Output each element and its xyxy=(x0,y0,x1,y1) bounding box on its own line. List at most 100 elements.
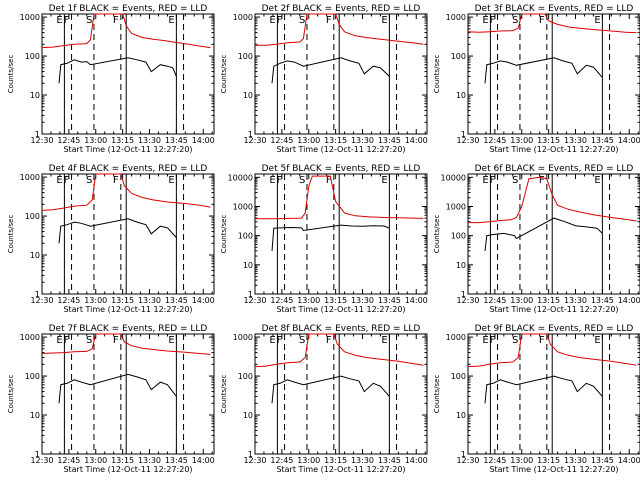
y-tick-label: 100 xyxy=(25,372,40,381)
detector-panel: Det 2f BLACK = Events, RED = LLD 1 10 100 10… xyxy=(220,4,428,154)
events-series-line xyxy=(58,218,177,244)
x-tick-label: 12:45 xyxy=(57,456,80,465)
x-tick-label: 13:45 xyxy=(165,456,188,465)
x-tick-label: 13:15 xyxy=(111,296,134,305)
y-tick-label: 1 xyxy=(35,290,40,299)
marker-label: E xyxy=(381,15,387,26)
marker-label: E xyxy=(594,15,600,26)
events-series-line xyxy=(484,217,603,251)
y-tick-label: 100 xyxy=(238,232,253,241)
x-tick-label: 12:30 xyxy=(30,456,53,465)
x-axis-label: Start Time (12-Oct-11 12:27:20) xyxy=(63,465,192,474)
detector-panel: Det 1f BLACK = Events, RED = LLD 1 10 100 10… xyxy=(7,4,215,154)
x-tick-label: 13:45 xyxy=(165,136,188,145)
x-tick-label: 12:30 xyxy=(456,296,479,305)
marker-label: E xyxy=(56,335,62,346)
marker-label: S xyxy=(86,335,92,346)
y-axis-label: Counts/sec xyxy=(7,375,15,414)
x-tick-label: 13:45 xyxy=(591,296,614,305)
y-axis-label: Counts/sec xyxy=(7,215,15,254)
y-tick-label: 100 xyxy=(451,232,466,241)
marker-label: F xyxy=(490,335,496,346)
x-tick-label: 13:15 xyxy=(324,296,347,305)
lld-series-line xyxy=(255,13,424,46)
y-axis-label: Counts/sec xyxy=(220,55,228,94)
y-tick-label: 1000 xyxy=(233,13,253,22)
y-tick-label: 1 xyxy=(248,290,253,299)
panel-title: Det 3f BLACK = Events, RED = LLD xyxy=(475,4,634,14)
marker-label: S xyxy=(299,175,305,186)
events-series-line xyxy=(271,224,390,251)
marker-label: F xyxy=(113,175,119,186)
x-tick-label: 13:45 xyxy=(378,136,401,145)
panel-title: Det 8f BLACK = Events, RED = LLD xyxy=(262,324,421,334)
marker-label: E xyxy=(168,335,174,346)
marker-label: F xyxy=(64,175,70,186)
y-tick-label: 1000 xyxy=(20,173,40,182)
y-tick-label: 1000 xyxy=(446,13,466,22)
plot-frame xyxy=(254,333,428,455)
x-axis-label: Start Time (12-Oct-11 12:27:20) xyxy=(63,145,192,154)
x-tick-label: 12:30 xyxy=(243,456,266,465)
x-tick-label: 13:45 xyxy=(591,136,614,145)
x-tick-label: 13:30 xyxy=(351,296,374,305)
lld-series-line xyxy=(468,176,637,224)
detector-panel: Det 7f BLACK = Events, RED = LLD 1 10 100 10… xyxy=(7,324,215,474)
x-tick-label: 12:30 xyxy=(30,136,53,145)
x-tick-label: 14:00 xyxy=(405,136,428,145)
x-tick-label: 13:30 xyxy=(138,136,161,145)
x-tick-label: 12:30 xyxy=(243,296,266,305)
x-tick-label: 12:45 xyxy=(270,136,293,145)
y-tick-label: 10000 xyxy=(228,173,253,182)
marker-label: E xyxy=(482,175,488,186)
y-tick-label: 100 xyxy=(238,52,253,61)
panel-title: Det 9f BLACK = Events, RED = LLD xyxy=(475,324,634,334)
panel-title: Det 2f BLACK = Events, RED = LLD xyxy=(262,4,421,14)
y-tick-label: 100 xyxy=(451,372,466,381)
marker-label: E xyxy=(269,335,275,346)
y-axis-label: Counts/sec xyxy=(7,55,15,94)
marker-label: S xyxy=(512,15,518,26)
x-axis-label: Start Time (12-Oct-11 12:27:20) xyxy=(63,305,192,314)
plot-frame xyxy=(254,13,428,135)
x-tick-label: 12:45 xyxy=(270,456,293,465)
x-tick-label: 14:00 xyxy=(618,456,640,465)
y-tick-label: 10 xyxy=(30,411,40,420)
x-tick-label: 13:15 xyxy=(537,136,560,145)
x-tick-label: 14:00 xyxy=(192,136,215,145)
x-tick-label: 13:30 xyxy=(564,456,587,465)
marker-label: F xyxy=(277,175,283,186)
detector-panel: Det 6f BLACK = Events, RED = LLD 1 10 100 10… xyxy=(433,164,640,314)
x-tick-label: 13:15 xyxy=(324,456,347,465)
y-tick-label: 10 xyxy=(243,411,253,420)
x-axis-label: Start Time (12-Oct-11 12:27:20) xyxy=(489,305,618,314)
events-series-line xyxy=(271,375,390,404)
marker-label: F xyxy=(64,15,70,26)
marker-label: S xyxy=(512,335,518,346)
marker-label: E xyxy=(168,15,174,26)
x-tick-label: 13:00 xyxy=(510,456,533,465)
y-tick-label: 10 xyxy=(456,261,466,270)
y-tick-label: 10 xyxy=(456,411,466,420)
y-tick-label: 1000 xyxy=(233,333,253,342)
events-series-line xyxy=(484,375,603,404)
marker-label: E xyxy=(594,335,600,346)
y-tick-label: 10 xyxy=(243,91,253,100)
x-tick-label: 12:30 xyxy=(456,456,479,465)
marker-label: E xyxy=(56,15,62,26)
marker-label: S xyxy=(86,15,92,26)
x-tick-label: 13:45 xyxy=(378,456,401,465)
x-tick-label: 13:15 xyxy=(111,136,134,145)
x-axis-label: Start Time (12-Oct-11 12:27:20) xyxy=(489,465,618,474)
marker-label: E xyxy=(482,335,488,346)
y-tick-label: 10 xyxy=(30,251,40,260)
marker-label: F xyxy=(539,175,545,186)
y-tick-label: 10 xyxy=(243,261,253,270)
marker-label: F xyxy=(64,335,70,346)
detector-panel: Det 5f BLACK = Events, RED = LLD 1 10 100 10… xyxy=(220,164,428,314)
marker-label: F xyxy=(326,175,332,186)
marker-label: F xyxy=(277,335,283,346)
lld-series-line xyxy=(41,173,211,211)
x-axis-label: Start Time (12-Oct-11 12:27:20) xyxy=(276,465,405,474)
marker-label: S xyxy=(299,335,305,346)
